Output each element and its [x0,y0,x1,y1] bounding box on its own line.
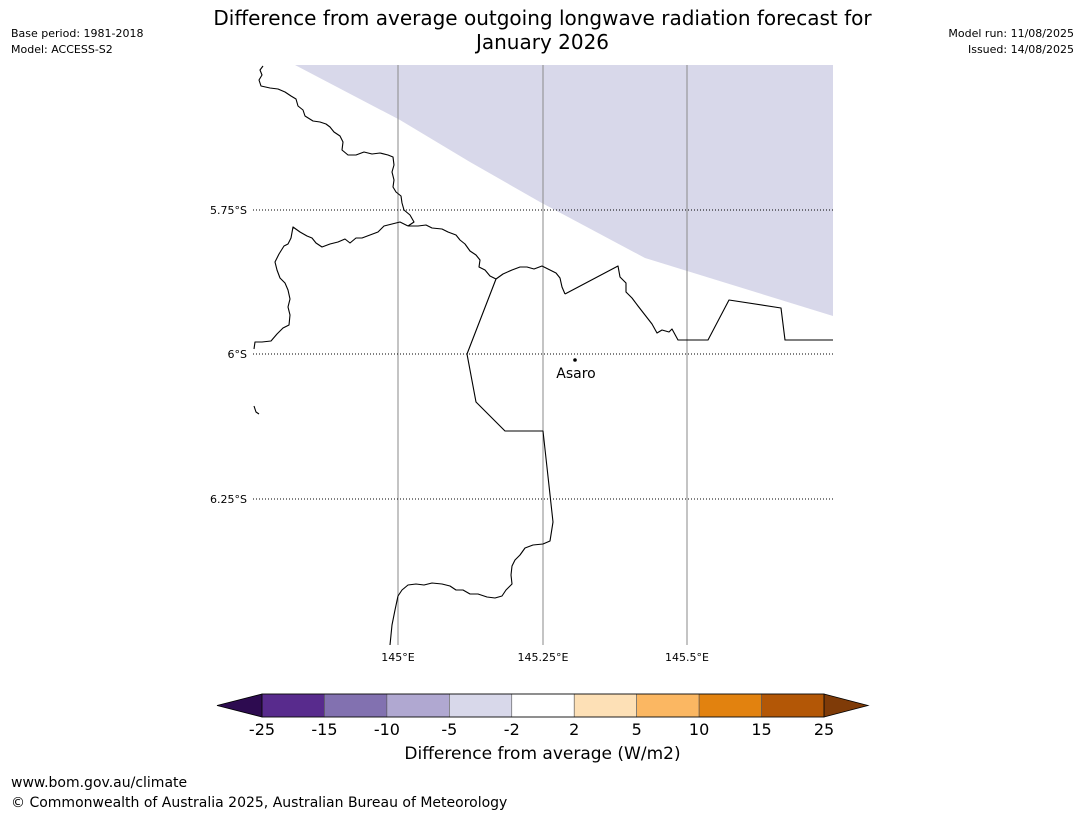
model-text: Model: ACCESS-S2 [11,43,113,56]
colorbar-segment [261,693,325,718]
boundary-lines [253,65,833,645]
colorbar-under-triangle [216,693,263,718]
map-area [253,65,833,645]
colorbar-over-triangle [823,693,870,718]
place-marker [573,358,577,362]
colorbar-segment [636,693,700,718]
colorbar-segment [573,693,637,718]
boundary-line [258,65,415,227]
colorbar-tick-label: 15 [751,720,771,739]
meta-left: Base period: 1981-2018 Model: ACCESS-S2 [11,26,143,58]
boundary-line [253,405,260,415]
colorbar-tick-label: -5 [441,720,457,739]
boundary-line [389,278,554,645]
colorbar-tick-label: 5 [632,720,642,739]
colorbar-tick-label: -15 [311,720,337,739]
colorbar-segment [386,693,450,718]
model-run-text: Model run: 11/08/2025 [948,27,1074,40]
meta-right: Model run: 11/08/2025 Issued: 14/08/2025 [948,26,1074,58]
lat-label: 6°S [228,348,247,361]
anomaly-shaded-region [295,65,833,316]
colorbar-tick-label: 10 [689,720,709,739]
colorbar: -25 -15 -10 -5 -2 2 5 10 15 25 [216,693,870,739]
footer-url[interactable]: www.bom.gov.au/climate [11,775,188,791]
footer-copyright: © Commonwealth of Australia 2025, Austra… [11,795,508,811]
lon-label: 145.25°E [518,651,569,664]
boundary-line [253,221,409,350]
place-label: Asaro [556,366,595,382]
colorbar-label: Difference from average (W/m2) [404,744,681,764]
colorbar-segment [698,693,762,718]
lat-label: 5.75°S [210,204,247,217]
colorbar-segment [761,693,825,718]
colorbar-tick-label: -2 [504,720,520,739]
colorbar-segment [449,693,513,718]
base-period-text: Base period: 1981-2018 [11,27,144,40]
lon-label: 145°E [381,651,414,664]
page-title: Difference from average outgoing longwav… [0,6,1085,54]
colorbar-segment [324,693,388,718]
colorbar-outline [261,693,825,718]
boundary-line [564,265,833,341]
colorbar-segment [511,693,575,718]
colorbar-tick-label: 25 [814,720,834,739]
colorbar-tick-label: -10 [374,720,400,739]
issued-text: Issued: 14/08/2025 [967,43,1074,56]
lon-label: 145.5°E [665,651,709,664]
colorbar-tick-label: 2 [569,720,579,739]
boundary-line [408,224,566,295]
title-line-1: Difference from average outgoing longwav… [213,6,872,30]
colorbar-tick-label: -25 [249,720,275,739]
title-line-2: January 2026 [475,30,610,54]
lat-label: 6.25°S [210,493,247,506]
